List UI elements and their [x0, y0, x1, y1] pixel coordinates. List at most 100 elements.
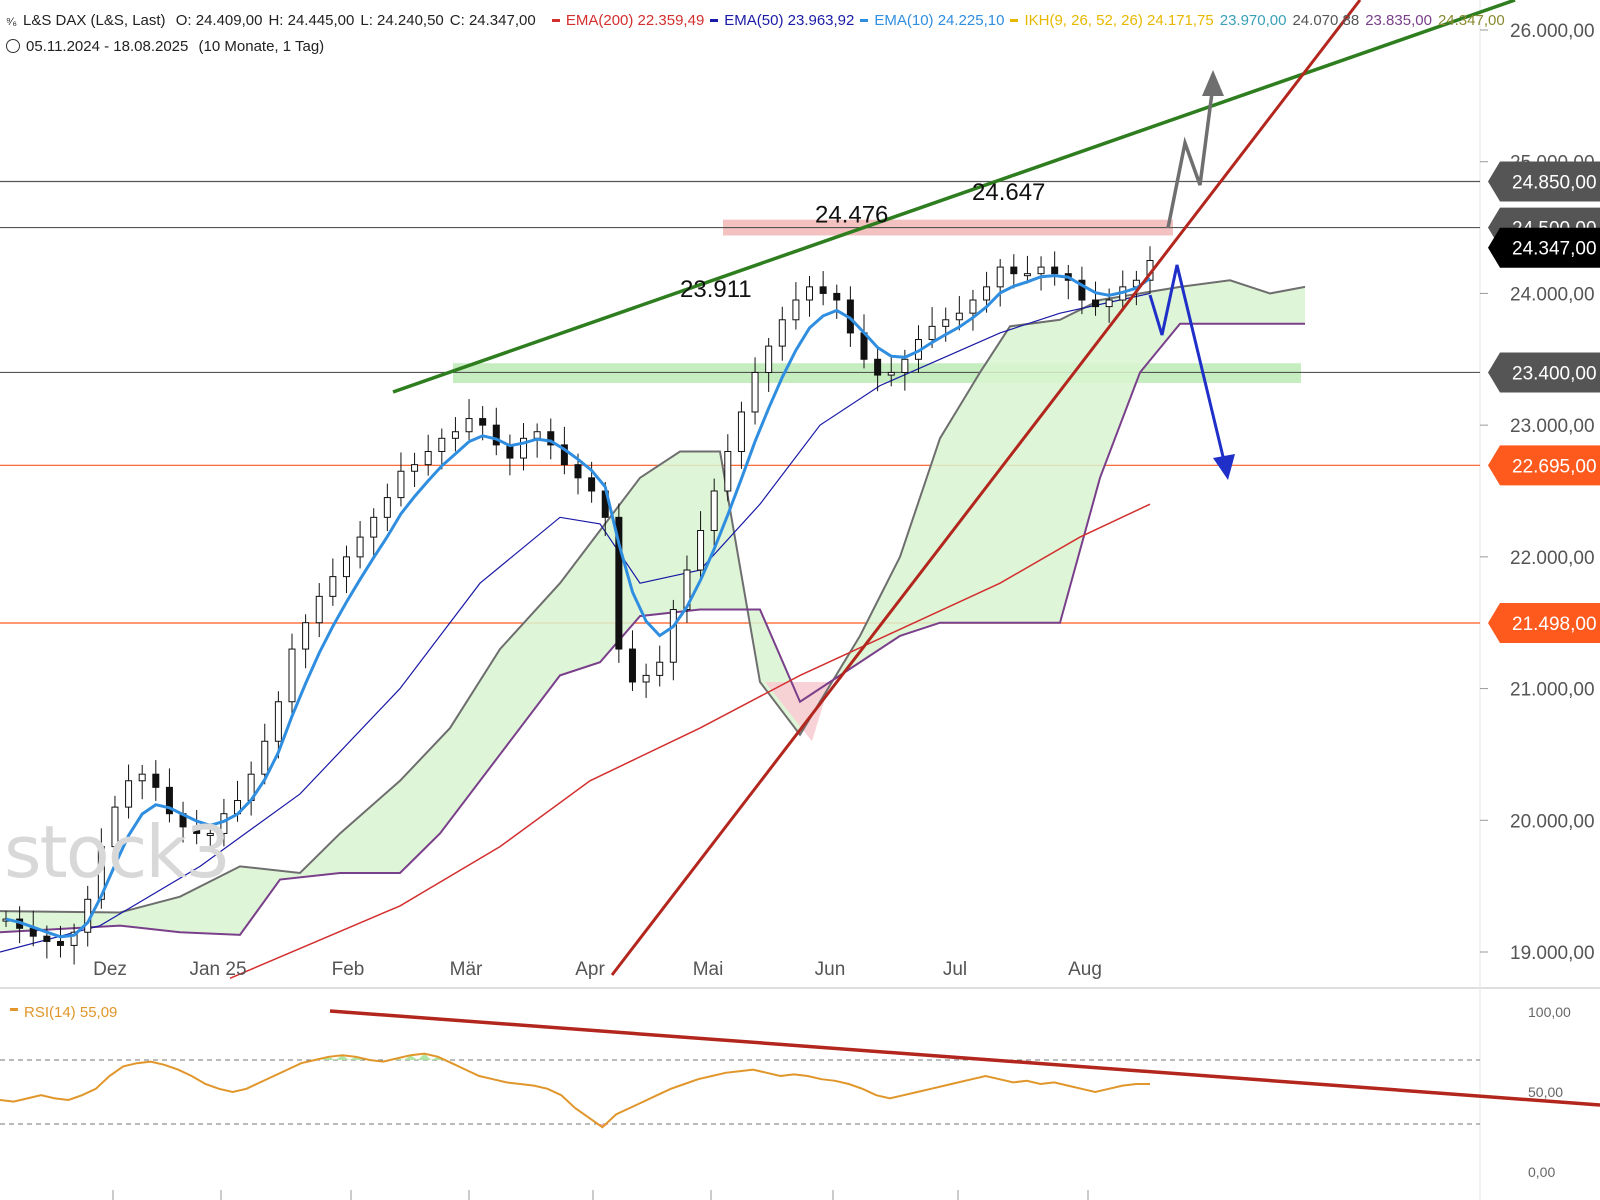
candle-body [111, 806, 119, 848]
rsi-legend: RSI(14) 55,09 [24, 1004, 117, 1021]
candle-body [274, 701, 282, 742]
candle-body [165, 786, 173, 815]
indicator-1: EMA(50) 23.963,92 [710, 12, 854, 29]
senkou-span-b [0, 322, 1305, 936]
ikh-extra-2: 23.835,00 [1365, 12, 1432, 29]
candle-body [969, 299, 977, 314]
y-tick-label-0: 26.000,00 [1510, 21, 1595, 42]
bearish-scenario-arrow [1148, 264, 1227, 466]
candle-body [874, 358, 882, 376]
candle-body [43, 935, 51, 942]
indicator-0: EMA(200) 22.359,49 [551, 12, 704, 29]
candle-body [683, 569, 691, 611]
candle-body [806, 286, 814, 301]
indicator-3: IKH(9, 26, 52, 26) 24.171,75 [1010, 12, 1214, 29]
instrument-icon: ⁹⁄₆ [6, 16, 17, 28]
candle-body [778, 319, 786, 347]
candle-body [125, 780, 133, 808]
candle-body [697, 530, 705, 571]
peak-annotation-2: 24.647 [972, 179, 1045, 206]
candle-body [656, 661, 664, 676]
candle-body [138, 773, 146, 782]
candle-body [792, 299, 800, 321]
ohlc-values: O: 24.409,00 H: 24.445,00 L: 24.240,50 C: 2… [176, 12, 542, 29]
candle-body [424, 450, 432, 466]
candle-body [669, 609, 677, 663]
upper-trendline [392, 0, 1516, 394]
peak-annotation-0: 23.911 [680, 276, 752, 303]
price-tag-label-4: 22.695,00 [1512, 456, 1597, 477]
candle-body [996, 266, 1004, 288]
ohlc-2: L: 24.240,50 [360, 12, 444, 29]
candle-body [356, 536, 364, 558]
candle-body [465, 418, 473, 433]
period-detail: (10 Monate, 1 Tag) [198, 38, 325, 55]
candle-body [887, 371, 895, 376]
candle-body [737, 411, 745, 452]
candle-body [642, 674, 650, 683]
candle-body [193, 826, 201, 834]
candle-body [315, 595, 323, 624]
price-tag-3 [1488, 352, 1600, 393]
price-tag-label-2: 24.347,00 [1512, 239, 1597, 260]
ema200-line [229, 503, 1151, 980]
x-tick-label-5: Mai [693, 959, 724, 980]
x-tick-label-2: Feb [332, 959, 365, 980]
peak-annotation-1: 24.476 [815, 202, 888, 229]
candle-body [152, 773, 160, 788]
price-tag-4 [1488, 445, 1600, 486]
candle-body [574, 464, 582, 479]
x-tick-label-7: Jul [943, 959, 967, 980]
y-tick-label-6: 20.000,00 [1510, 811, 1595, 832]
watermark-logo: stock3 [4, 810, 231, 894]
rsi-line [0, 1052, 1150, 1129]
ikh-extra-1: 24.070,88 [1292, 12, 1360, 29]
bullish-arrow-head [1202, 70, 1224, 96]
candle-body [533, 431, 541, 439]
x-tick-label-4: Apr [575, 959, 605, 980]
candle-body [397, 470, 405, 499]
candle-body [329, 576, 337, 597]
y-tick-label-7: 19.000,00 [1510, 943, 1595, 964]
candle-body [833, 292, 841, 301]
ema10-line [5, 274, 1151, 939]
y-tick-label-2: 24.000,00 [1510, 284, 1595, 305]
rsi-overbought-fill [321, 1053, 445, 1060]
ema50-line [0, 292, 1151, 953]
candle-body [206, 832, 214, 836]
candle-body [288, 648, 296, 703]
candle-body [628, 648, 636, 683]
candle-body [983, 286, 991, 301]
candle-body [724, 450, 732, 492]
candle-body [302, 622, 310, 650]
price-tag-label-5: 21.498,00 [1512, 614, 1597, 635]
candle-body [370, 516, 378, 538]
rsi-tick-label-2: 0,00 [1528, 1164, 1555, 1180]
candle-body [819, 286, 827, 294]
candle-body [383, 497, 391, 518]
y-tick-label-4: 22.000,00 [1510, 548, 1595, 569]
candle-body [1092, 299, 1100, 308]
rsi-tick-label-1: 50,00 [1528, 1084, 1563, 1100]
bearish-arrow-head [1213, 454, 1235, 480]
candle-body [751, 371, 759, 413]
candle-body [261, 740, 269, 775]
price-tag-0 [1488, 161, 1600, 202]
ichimoku-cloud [0, 280, 1305, 935]
candle-body [901, 358, 909, 373]
candle-body [615, 516, 623, 650]
candle-body [411, 464, 419, 472]
x-tick-label-8: Aug [1068, 959, 1102, 980]
candle-body [1037, 266, 1045, 275]
candle-body [451, 431, 459, 439]
candle-body [955, 312, 963, 321]
y-tick-label-5: 21.000,00 [1510, 680, 1595, 701]
indicator-values: EMA(200) 22.359,49 EMA(50) 23.963,92 EMA(1… [551, 12, 1511, 29]
price-tag-label-0: 24.850,00 [1512, 172, 1597, 193]
indicator-2: EMA(10) 24.225,10 [860, 12, 1004, 29]
candle-body [56, 940, 64, 946]
y-tick-label-3: 23.000,00 [1510, 416, 1595, 437]
rsi-tick-label-0: 100,00 [1528, 1004, 1571, 1020]
rsi-trendline [329, 1009, 1600, 1107]
